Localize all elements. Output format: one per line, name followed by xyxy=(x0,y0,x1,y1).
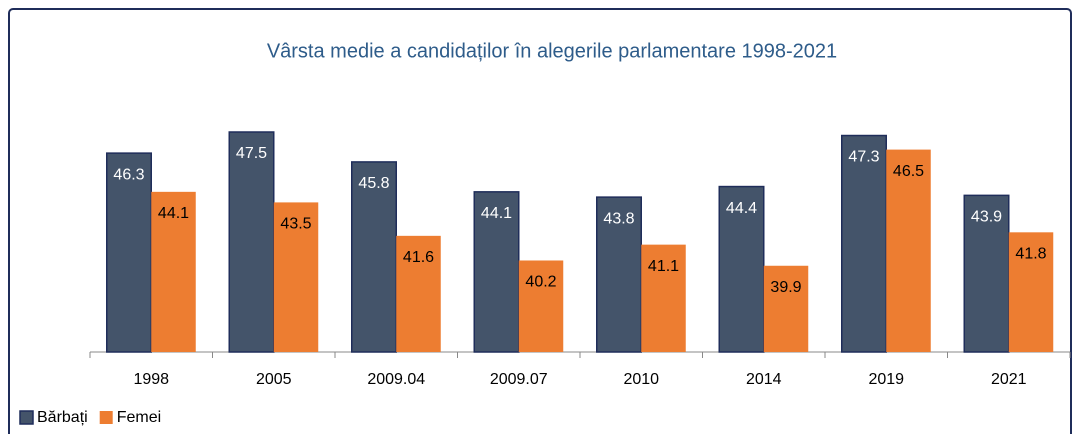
data-label: 45.8 xyxy=(358,175,389,192)
data-label: 44.4 xyxy=(726,200,757,217)
bar xyxy=(518,260,564,352)
data-label: 41.6 xyxy=(403,249,434,266)
bar xyxy=(151,191,196,352)
bar xyxy=(886,149,931,352)
data-label: 43.5 xyxy=(280,216,311,233)
data-label: 43.8 xyxy=(603,210,634,227)
bar xyxy=(963,194,1010,353)
x-tick-label: 2009.07 xyxy=(490,371,548,388)
bar xyxy=(396,235,441,352)
data-label: 47.5 xyxy=(236,145,267,162)
bar xyxy=(1008,232,1054,352)
data-label: 46.3 xyxy=(113,166,144,183)
bar xyxy=(763,265,809,352)
data-label: 44.1 xyxy=(481,205,512,222)
bar xyxy=(718,185,765,353)
bar xyxy=(228,131,275,353)
x-tick-label: 2010 xyxy=(623,371,659,388)
legend-label: Bărbați xyxy=(37,409,88,426)
bar xyxy=(273,202,319,352)
bar xyxy=(106,152,152,353)
bar xyxy=(641,244,686,352)
bar xyxy=(473,191,520,353)
data-label: 41.1 xyxy=(648,258,679,275)
chart-title: Vârsta medie a candidaților în alegerile… xyxy=(267,40,837,62)
x-tick-label: 2019 xyxy=(868,371,904,388)
data-label: 44.1 xyxy=(158,205,189,222)
data-label: 46.5 xyxy=(893,163,924,180)
legend-swatch xyxy=(19,410,34,425)
data-label: 41.8 xyxy=(1015,246,1046,263)
bar xyxy=(596,196,642,353)
data-label: 47.3 xyxy=(848,149,879,166)
x-tick-label: 1998 xyxy=(133,371,169,388)
x-tick-label: 2005 xyxy=(256,371,292,388)
x-tick-label: 2009.04 xyxy=(367,371,425,388)
legend-label: Femei xyxy=(117,409,161,426)
data-label: 43.9 xyxy=(971,209,1002,226)
x-tick-label: 2021 xyxy=(991,371,1027,388)
data-label: 40.2 xyxy=(525,274,556,291)
data-label: 39.9 xyxy=(770,279,801,296)
x-tick-label: 2014 xyxy=(746,371,782,388)
legend-swatch xyxy=(99,411,113,424)
bar xyxy=(841,134,887,353)
bar xyxy=(351,161,397,353)
